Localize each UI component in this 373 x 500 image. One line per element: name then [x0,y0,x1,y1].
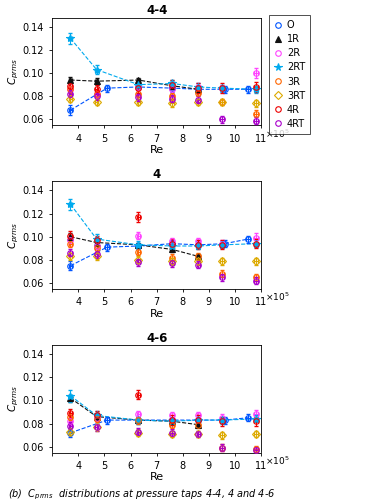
X-axis label: Re: Re [150,472,164,482]
Title: 4-6: 4-6 [146,332,167,345]
Text: $\times10^5$: $\times10^5$ [265,454,290,467]
X-axis label: Re: Re [150,145,164,155]
Y-axis label: $C_{prms}$: $C_{prms}$ [7,221,21,249]
Y-axis label: $C_{prms}$: $C_{prms}$ [7,58,21,85]
X-axis label: Re: Re [150,308,164,318]
Text: $\times10^5$: $\times10^5$ [265,291,290,304]
Text: $\times10^5$: $\times10^5$ [265,128,290,140]
Legend: O, 1R, 2R, 2RT, 3R, 3RT, 4R, 4RT: O, 1R, 2R, 2RT, 3R, 3RT, 4R, 4RT [269,16,310,134]
Title: 4-4: 4-4 [146,4,167,18]
Text: (b)  $C_{prms}$  distributions at pressure taps 4-4, 4 and 4-6: (b) $C_{prms}$ distributions at pressure… [8,488,276,500]
Y-axis label: $C_{prms}$: $C_{prms}$ [7,385,21,412]
Title: 4: 4 [153,168,161,181]
